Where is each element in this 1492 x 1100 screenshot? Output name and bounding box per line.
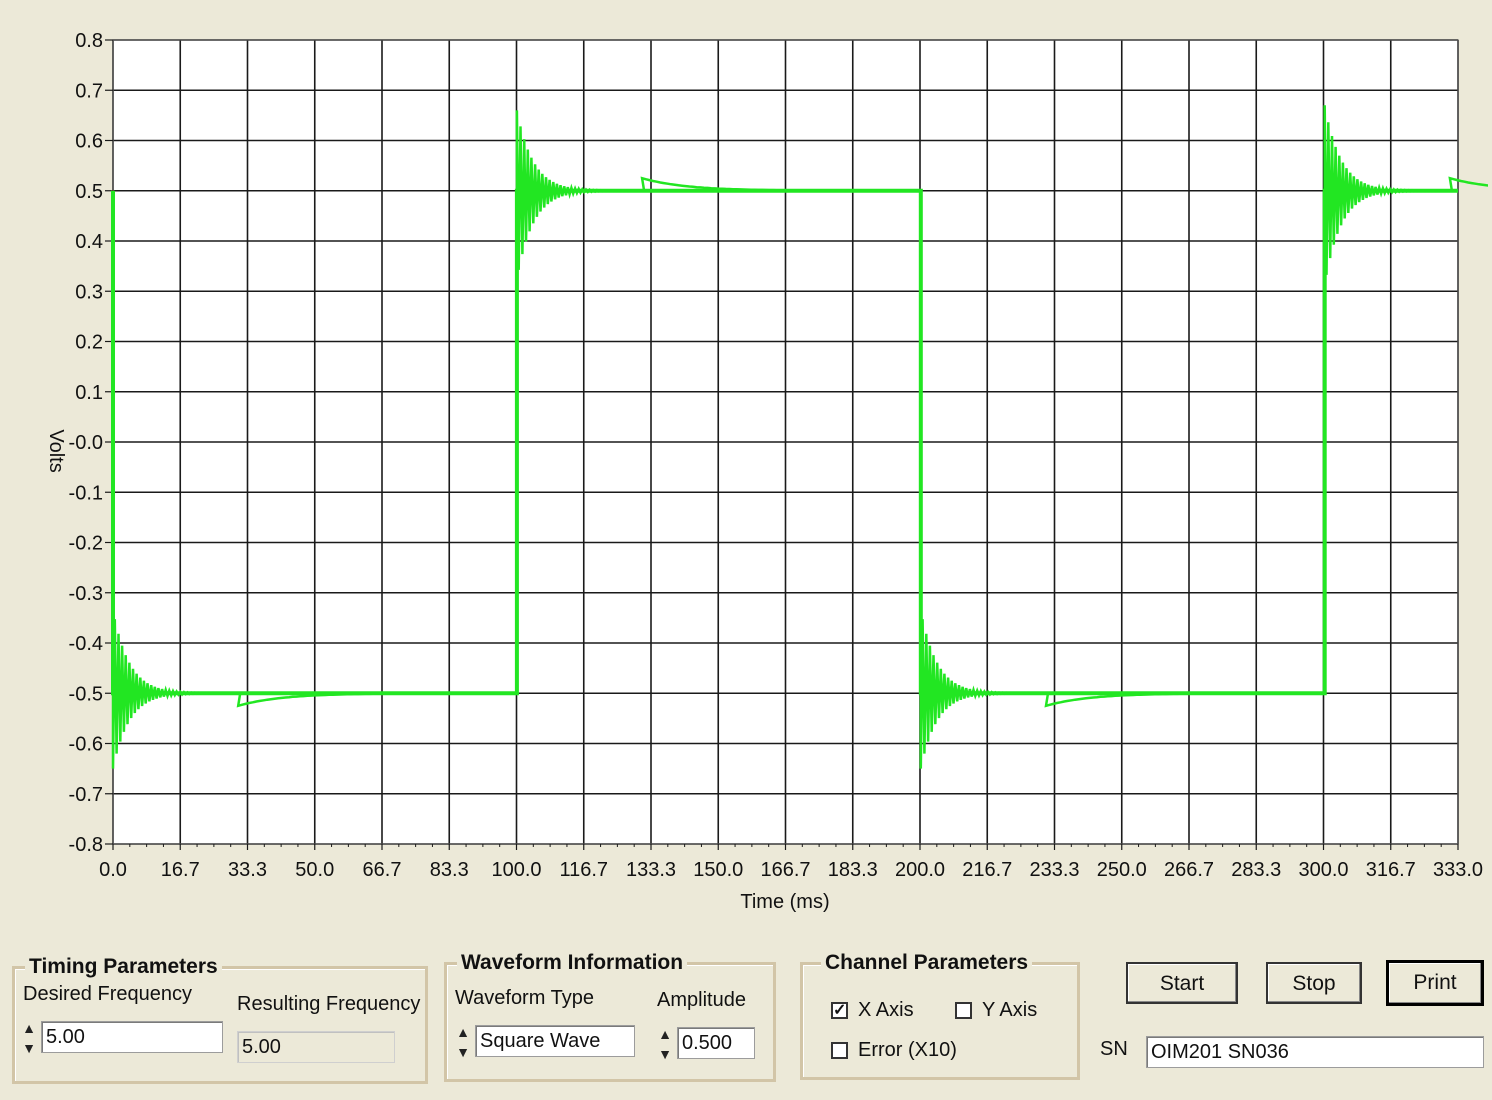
x-tick-label: 316.7 [1366, 859, 1416, 881]
channel-parameters-group: Channel Parameters ✓ X Axis Y Axis Error… [800, 951, 1080, 1080]
error-checkbox[interactable]: Error (X10) [831, 1039, 957, 1062]
x-axis-checkbox-label: X Axis [858, 999, 914, 1021]
sn-input[interactable]: OIM201 SN036 [1146, 1036, 1484, 1068]
y-axis-ticks: 0.8 0.7 0.6 0.5 0.4 0.3 0.2 0.1 -0.0 -0.1 -0.2 -0.3… [69, 30, 113, 856]
error-checkbox-label: Error (X10) [858, 1039, 957, 1061]
x-tick-label: 250.0 [1097, 859, 1147, 881]
desired-frequency-label: Desired Frequency [23, 983, 192, 1005]
desired-frequency-input[interactable]: 5.00 [41, 1021, 223, 1053]
sn-label: SN [1100, 1038, 1128, 1060]
timing-parameters-group: Timing Parameters Desired Frequency Resu… [12, 955, 428, 1084]
ringing-transient-3 [919, 619, 1192, 769]
amplitude-input[interactable]: 0.500 [677, 1027, 755, 1059]
desired-frequency-spinner[interactable]: ▲ ▼ [21, 1021, 37, 1055]
y-tick-label: -0.2 [69, 533, 103, 555]
x-tick-label: 66.7 [363, 859, 402, 881]
y-tick-label: -0.5 [69, 683, 103, 705]
y-tick-label: -0.1 [69, 482, 103, 504]
resulting-frequency-field: 5.00 [237, 1031, 395, 1063]
amplitude-label: Amplitude [657, 989, 746, 1011]
spin-down-icon[interactable]: ▼ [456, 1044, 470, 1060]
print-button[interactable]: Print [1386, 960, 1484, 1006]
y-tick-label: -0.4 [69, 633, 103, 655]
chart-svg: 0.8 0.7 0.6 0.5 0.4 0.3 0.2 0.1 -0.0 -0.1 -0.2 -0.3… [45, 30, 1488, 913]
x-tick-label: 0.0 [99, 859, 127, 881]
stop-button[interactable]: Stop [1266, 962, 1362, 1004]
y-tick-label: -0.7 [69, 784, 103, 806]
waveform-chart: 0.8 0.7 0.6 0.5 0.4 0.3 0.2 0.1 -0.0 -0.1 -0.2 -0.3… [10, 8, 1488, 924]
x-tick-label: 300.0 [1298, 859, 1348, 881]
x-tick-label: 133.3 [626, 859, 676, 881]
amplitude-spinner[interactable]: ▲ ▼ [657, 1027, 673, 1061]
y-tick-label: -0.3 [69, 583, 103, 605]
y-axis-check-box[interactable] [955, 1002, 972, 1019]
x-tick-label: 83.3 [430, 859, 469, 881]
timing-parameters-title: Timing Parameters [25, 955, 222, 979]
x-tick-label: 166.7 [760, 859, 810, 881]
y-tick-label: -0.6 [69, 734, 103, 756]
waveform-information-group: Waveform Information Waveform Type Ampli… [444, 951, 776, 1082]
spin-up-icon[interactable]: ▲ [456, 1024, 470, 1040]
resulting-frequency-label: Resulting Frequency [237, 993, 421, 1015]
y-tick-label: 0.6 [75, 131, 103, 153]
spin-up-icon[interactable]: ▲ [658, 1026, 672, 1042]
chart-series [111, 105, 1488, 769]
x-tick-label: 200.0 [895, 859, 945, 881]
y-tick-label: 0.2 [75, 332, 103, 354]
y-tick-label: 0.3 [75, 281, 103, 303]
waveform-type-label: Waveform Type [455, 987, 594, 1009]
spin-down-icon[interactable]: ▼ [22, 1040, 36, 1056]
chart-grid [112, 39, 1459, 845]
y-tick-label: 0.1 [75, 382, 103, 404]
waveform-information-title: Waveform Information [457, 951, 688, 975]
x-tick-label: 333.0 [1433, 859, 1483, 881]
spin-down-icon[interactable]: ▼ [658, 1046, 672, 1062]
ringing-transient-1 [111, 619, 384, 769]
x-tick-label: 116.7 [559, 859, 608, 881]
x-tick-label: 16.7 [161, 859, 200, 881]
y-axis-checkbox[interactable]: Y Axis [955, 999, 1037, 1022]
y-tick-label: 0.5 [75, 181, 103, 203]
spin-up-icon[interactable]: ▲ [22, 1020, 36, 1036]
y-tick-label: 0.4 [75, 231, 103, 253]
y-axis-label: Volts [45, 429, 67, 472]
x-tick-label: 183.3 [828, 859, 878, 881]
series-line-2 [111, 188, 1458, 696]
y-axis-checkbox-label: Y Axis [982, 999, 1038, 1021]
x-axis-checkbox[interactable]: ✓ X Axis [831, 999, 914, 1022]
y-tick-label: -0.8 [69, 834, 103, 856]
y-tick-label: -0.0 [69, 432, 103, 454]
start-button[interactable]: Start [1126, 962, 1238, 1004]
ringing-transient-2 [515, 110, 788, 270]
x-tick-label: 266.7 [1164, 859, 1214, 881]
x-tick-label: 233.3 [1029, 859, 1079, 881]
x-axis-ticks: 0.0 16.7 33.3 50.0 66.7 83.3 100.0 116.7 133.3 15… [99, 844, 1483, 881]
x-axis-label: Time (ms) [740, 891, 829, 913]
x-tick-label: 50.0 [295, 859, 334, 881]
error-check-box[interactable] [831, 1042, 848, 1059]
x-tick-label: 283.3 [1231, 859, 1281, 881]
waveform-type-select[interactable]: Square Wave [475, 1025, 635, 1057]
y-tick-label: 0.8 [75, 30, 103, 52]
y-tick-label: 0.7 [75, 80, 103, 102]
waveform-type-spinner[interactable]: ▲ ▼ [455, 1025, 471, 1059]
x-tick-label: 216.7 [962, 859, 1012, 881]
x-tick-label: 100.0 [491, 859, 541, 881]
x-axis-check-box[interactable]: ✓ [831, 1002, 848, 1019]
ringing-transient-4 [1323, 105, 1488, 275]
channel-parameters-title: Channel Parameters [821, 951, 1033, 975]
x-tick-label: 33.3 [228, 859, 267, 881]
x-tick-label: 150.0 [693, 859, 743, 881]
